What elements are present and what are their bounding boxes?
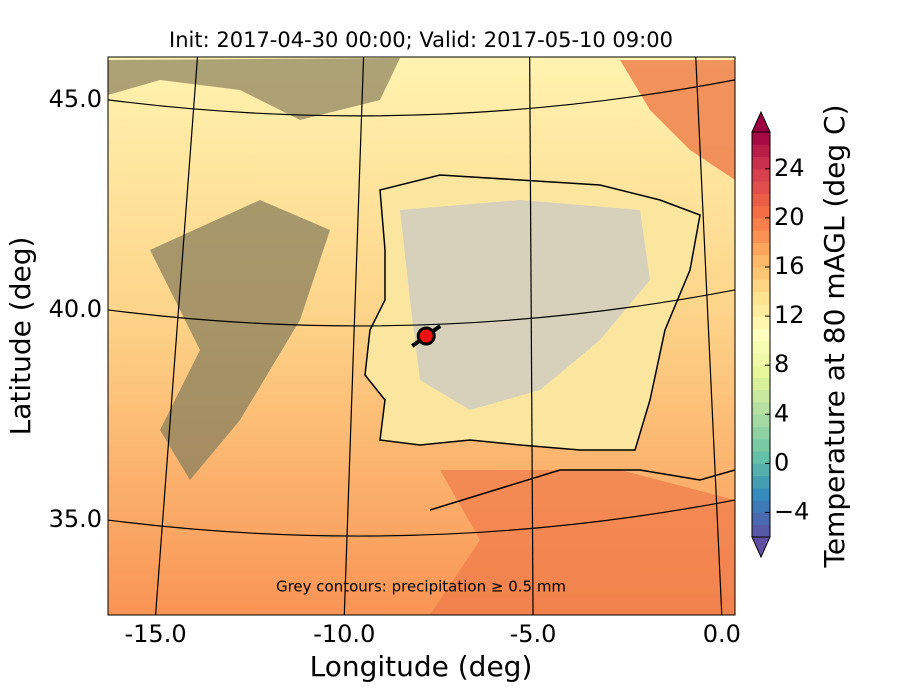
- colorbar-step: [752, 144, 770, 158]
- y-tick-label: 40.0: [49, 295, 102, 323]
- meridian: [154, 57, 199, 615]
- colorbar-tick-label: 12: [774, 301, 805, 329]
- x-tick-label: -15.0: [125, 620, 187, 648]
- annotation: Grey contours: precipitation ≥ 0.5 mm: [276, 578, 566, 596]
- colorbar-extend: [751, 536, 771, 559]
- colorbar-step: [752, 487, 770, 501]
- colorbar-step: [752, 267, 770, 280]
- precip-area: [108, 58, 400, 120]
- colorbar-step: [752, 328, 770, 342]
- parallel: [108, 289, 735, 327]
- colorbar-step: [752, 303, 770, 317]
- colorbar-step: [752, 291, 770, 305]
- x-axis-label: Longitude (deg): [310, 650, 533, 683]
- colorbar-step: [752, 451, 770, 464]
- colorbar-step: [752, 475, 770, 489]
- parallel: [108, 499, 735, 537]
- meridian: [343, 57, 365, 615]
- plot-frame: [107, 56, 736, 616]
- colorbar-step: [752, 193, 770, 207]
- colorbar-tick-label: 4: [774, 399, 789, 427]
- colorbar-step: [752, 156, 770, 170]
- meridian: [695, 57, 723, 615]
- colorbar-step: [752, 352, 770, 366]
- precip-area: [400, 200, 650, 410]
- x-tick-label: 0.0: [703, 620, 741, 648]
- colorbar-label: Temperature at 80 mAGL (deg C): [818, 104, 851, 568]
- colorbar-step: [752, 512, 770, 526]
- x-tick-label: -5.0: [510, 620, 557, 648]
- colorbar-step: [752, 389, 770, 403]
- x-tick-label: -10.0: [313, 620, 375, 648]
- colorbar-step: [752, 414, 770, 428]
- meridian: [529, 57, 534, 615]
- colorbar-step: [752, 279, 770, 293]
- colorbar-step: [752, 316, 770, 329]
- colorbar-step: [752, 242, 770, 256]
- parallel: [108, 79, 735, 117]
- colorbar-step: [752, 254, 770, 268]
- colorbar-step: [752, 168, 770, 182]
- colorbar-step: [752, 524, 770, 538]
- map-layer: [108, 57, 735, 615]
- colorbar-extend: [751, 110, 771, 133]
- colorbar-step: [752, 217, 770, 231]
- site-marker: [416, 326, 436, 346]
- chart-title: Init: 2017-04-30 00:00; Valid: 2017-05-1…: [169, 28, 673, 52]
- warm-area: [430, 470, 735, 615]
- y-axis-label: Latitude (deg): [4, 237, 37, 436]
- colorbar-step: [752, 205, 770, 219]
- colorbar-step: [752, 402, 770, 415]
- graticule: [108, 57, 735, 615]
- y-tick-label: 45.0: [49, 85, 102, 113]
- precip-area: [150, 200, 330, 480]
- coastline: [429, 469, 735, 511]
- colorbar-step: [752, 426, 770, 440]
- colorbar-step: [752, 181, 770, 194]
- colorbar-step: [752, 132, 770, 145]
- colorbar-step: [752, 500, 770, 513]
- colorbar-step: [752, 377, 770, 391]
- colorbar-step: [752, 463, 770, 477]
- colorbar-step: [752, 230, 770, 243]
- colorbar-tick-label: −4: [774, 497, 809, 525]
- colorbar-step: [752, 340, 770, 354]
- colorbar-tick-label: 16: [774, 252, 805, 280]
- colorbar-step: [752, 438, 770, 452]
- colorbar-tick-label: 24: [774, 154, 805, 182]
- warm-area: [620, 60, 735, 180]
- colorbar-tick-label: 20: [774, 203, 805, 231]
- colorbar-tick-label: 0: [774, 448, 789, 476]
- y-tick-label: 35.0: [49, 505, 102, 533]
- colorbar-frame: [751, 131, 771, 538]
- colorbar-tick-label: 8: [774, 350, 789, 378]
- colorbar-step: [752, 365, 770, 378]
